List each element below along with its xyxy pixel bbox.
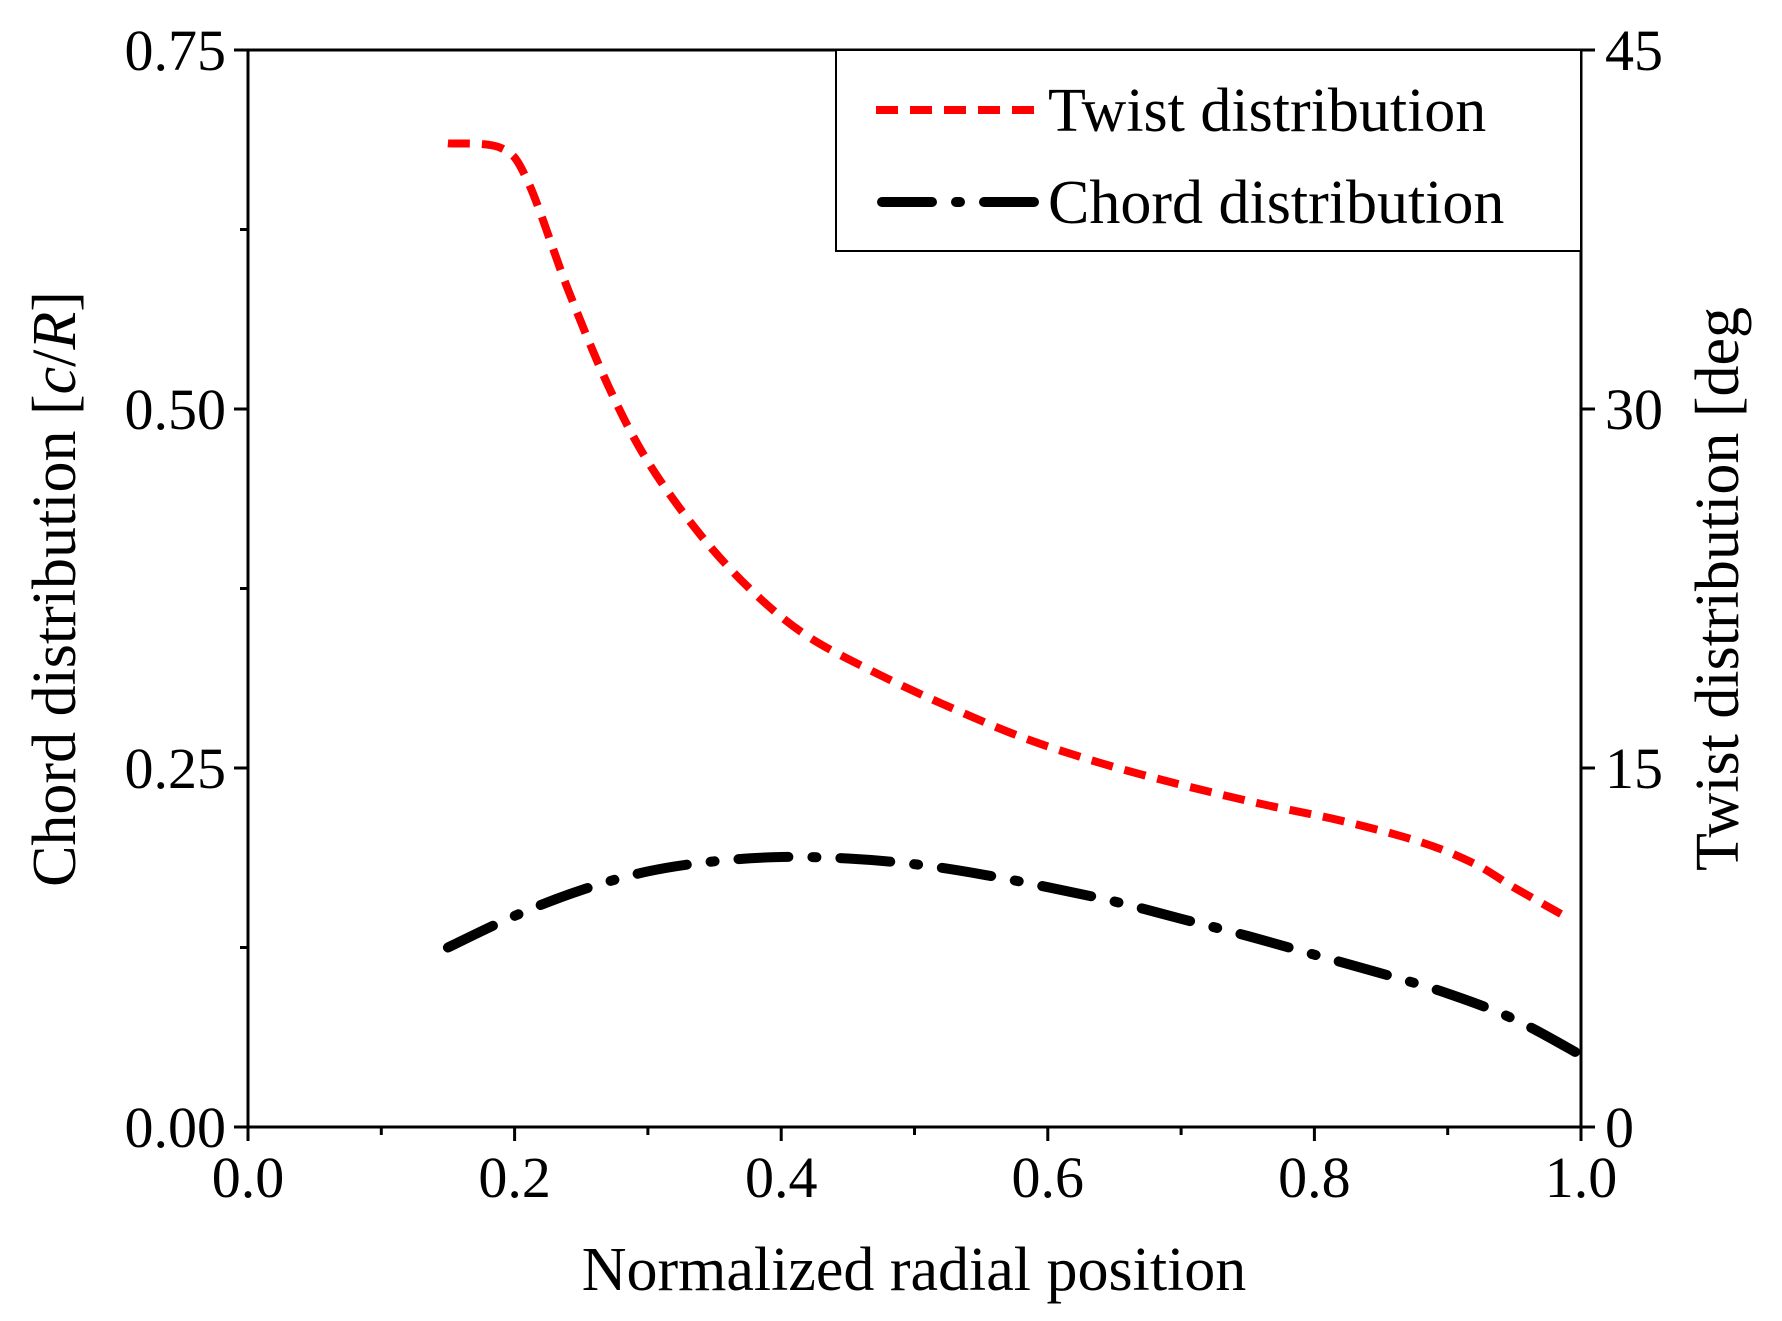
x-tick-label: 0.8 <box>1278 1145 1351 1210</box>
y-axis-title-right: Twist distribution [deg <box>1684 307 1752 871</box>
y-left-title-slash: / <box>21 349 89 367</box>
y-left-tick-label: 0.75 <box>125 18 227 83</box>
legend-box <box>835 49 1582 252</box>
x-tick-label: 0.0 <box>212 1145 285 1210</box>
y-right-tick-label: 0 <box>1605 1095 1634 1160</box>
tick-labels: 0.0 0.2 0.4 0.6 0.8 1.0 0.00 0.25 0.50 0.75 0 15 30 4… <box>125 18 1664 1210</box>
legend: Twist distribution Chord distribution <box>835 49 1582 252</box>
series-line-chord <box>442 851 1586 1061</box>
y-axis-title-left: Chord distribution [c/R] <box>21 291 89 887</box>
y-left-title-c: c <box>21 367 89 395</box>
y-right-tick-label: 30 <box>1605 377 1663 442</box>
y-right-tick-label: 45 <box>1605 18 1663 83</box>
y-left-title-r: R <box>21 312 89 351</box>
y-left-tick-label: 0.50 <box>125 377 227 442</box>
y-left-title-prefix: Chord distribution [ <box>21 394 89 887</box>
x-tick-label: 0.6 <box>1012 1145 1085 1210</box>
ticks <box>234 48 1595 1141</box>
x-tick-label: 1.0 <box>1545 1145 1618 1210</box>
y-left-tick-label: 0.00 <box>125 1095 227 1160</box>
series-line-twist <box>447 139 1563 918</box>
x-tick-label: 0.4 <box>745 1145 818 1210</box>
x-tick-label: 0.2 <box>478 1145 551 1210</box>
legend-label-chord: Chord distribution <box>1048 169 1504 237</box>
y-right-tick-label: 15 <box>1605 736 1663 801</box>
series-layer <box>442 139 1586 1061</box>
x-axis-title: Normalized radial position <box>582 1236 1247 1304</box>
y-left-tick-label: 0.25 <box>125 736 227 801</box>
y-left-title-suffix: ] <box>21 291 89 312</box>
legend-label-twist: Twist distribution <box>1048 77 1486 145</box>
